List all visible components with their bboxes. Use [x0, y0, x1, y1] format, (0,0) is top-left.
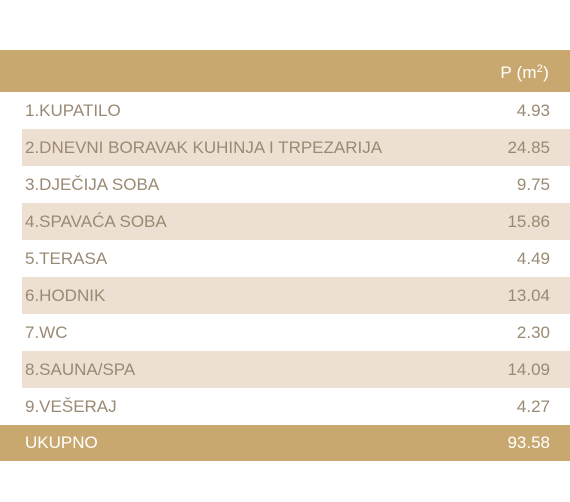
room-area: 15.86: [507, 212, 550, 231]
room-name: 9.VEŠERAJ: [25, 397, 117, 416]
table-row: 2.DNEVNI BORAVAK KUHINJA I TRPEZARIJA 24…: [22, 129, 570, 166]
table-row: 5.TERASA 4.49: [22, 240, 570, 277]
area-header-suffix: ): [543, 63, 549, 82]
room-name: 1.KUPATILO: [25, 101, 121, 120]
table-row: 1.KUPATILO 4.93: [22, 92, 570, 129]
total-area: 93.58: [507, 433, 550, 452]
room-area: 13.04: [507, 286, 550, 305]
room-area: 14.09: [507, 360, 550, 379]
room-name: 3.DJEČIJA SOBA: [25, 175, 160, 194]
room-name: 4.SPAVAĆA SOBA: [25, 212, 167, 231]
table-body: 1.KUPATILO 4.93 2.DNEVNI BORAVAK KUHINJA…: [0, 92, 570, 425]
area-column-header: P (m2): [500, 63, 549, 83]
table-row: 9.VEŠERAJ 4.27: [22, 388, 570, 425]
room-name: 7.WC: [25, 323, 68, 342]
room-name: 6.HODNIK: [25, 286, 106, 305]
table-row: 4.SPAVAĆA SOBA 15.86: [22, 203, 570, 240]
room-area: 2.30: [516, 323, 550, 342]
total-label: UKUPNO: [25, 433, 98, 452]
room-area: 24.85: [507, 138, 550, 157]
total-row: UKUPNO 93.58: [0, 425, 570, 461]
table-row: 8.SAUNA/SPA 14.09: [22, 351, 570, 388]
room-name: 2.DNEVNI BORAVAK KUHINJA I TRPEZARIJA: [25, 138, 383, 157]
area-header-superscript: 2: [536, 63, 544, 75]
room-area: 4.49: [516, 249, 550, 268]
area-table: P (m2) 1.KUPATILO 4.93 2.DNEVNI BORAVAK …: [0, 50, 570, 461]
area-header-prefix: P (m: [500, 63, 537, 82]
room-name: 5.TERASA: [25, 249, 108, 268]
table-row: 7.WC 2.30: [22, 314, 570, 351]
table-row: 6.HODNIK 13.04: [22, 277, 570, 314]
room-area: 4.93: [516, 101, 550, 120]
table-header: P (m2): [0, 50, 570, 92]
room-area: 9.75: [516, 175, 550, 194]
room-area: 4.27: [516, 397, 550, 416]
table-row: 3.DJEČIJA SOBA 9.75: [22, 166, 570, 203]
room-name: 8.SAUNA/SPA: [25, 360, 136, 379]
